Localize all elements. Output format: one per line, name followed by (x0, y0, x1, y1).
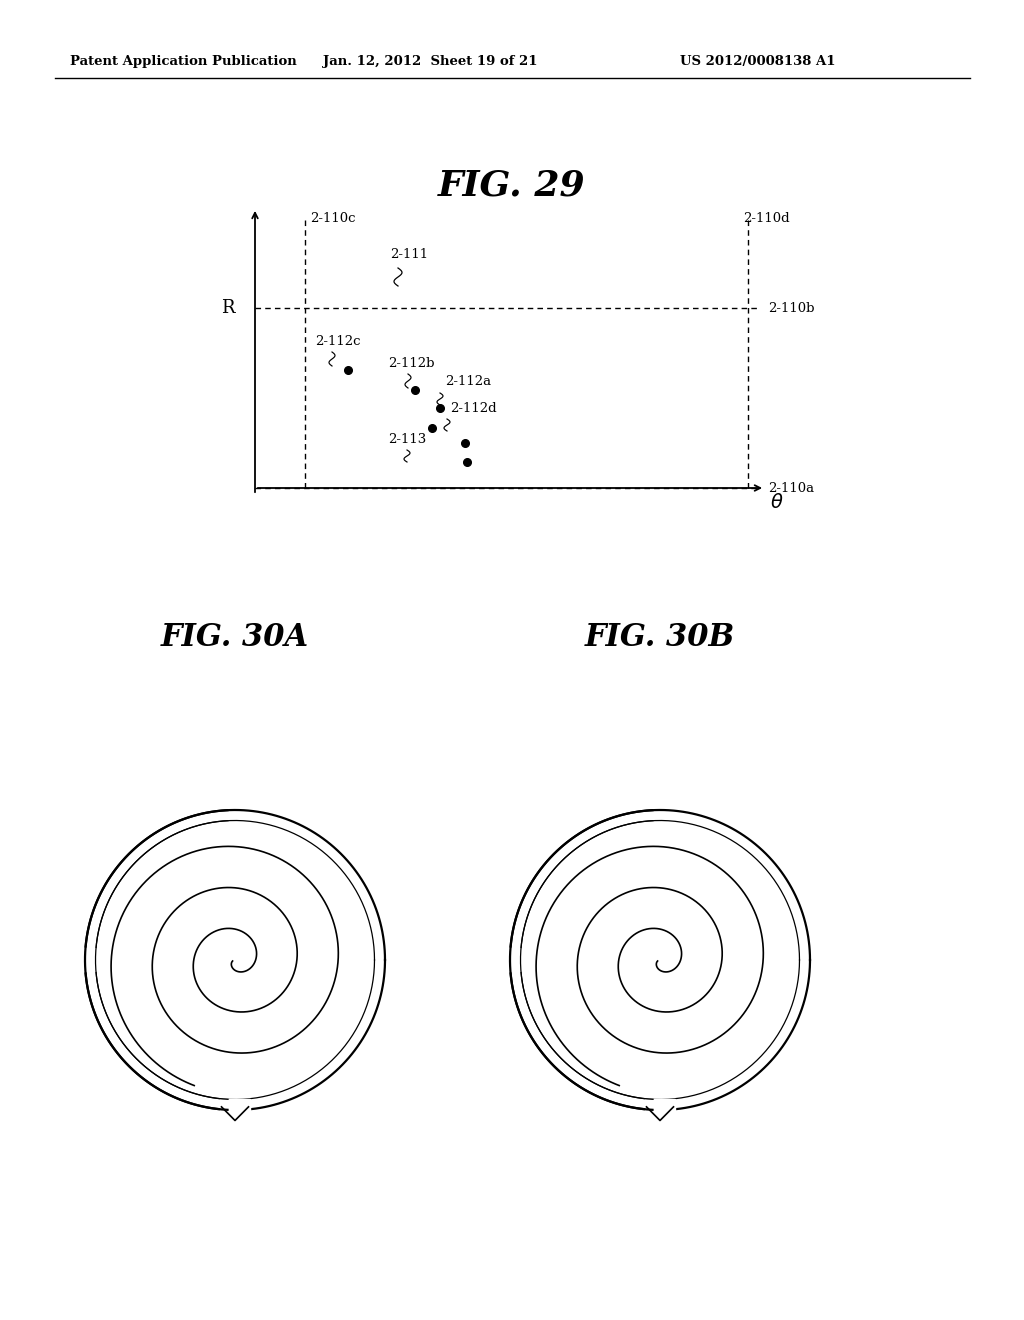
Text: $\theta$: $\theta$ (770, 492, 783, 512)
Text: FIG. 30A: FIG. 30A (161, 623, 309, 653)
Bar (220, 1100, 250, 1114)
Text: FIG. 29: FIG. 29 (438, 168, 586, 202)
Text: 2-110c: 2-110c (310, 213, 355, 224)
Text: Patent Application Publication: Patent Application Publication (70, 55, 297, 69)
Text: US 2012/0008138 A1: US 2012/0008138 A1 (680, 55, 836, 69)
Text: FIG. 30B: FIG. 30B (585, 623, 735, 653)
Bar (645, 1100, 675, 1114)
Text: 2-110d: 2-110d (743, 213, 790, 224)
Text: 2-112c: 2-112c (315, 335, 360, 348)
Text: 2-111: 2-111 (390, 248, 428, 261)
Text: R: R (221, 300, 234, 317)
Text: Jan. 12, 2012  Sheet 19 of 21: Jan. 12, 2012 Sheet 19 of 21 (323, 55, 538, 69)
Text: 2-113: 2-113 (388, 433, 426, 446)
Text: 2-112a: 2-112a (445, 375, 492, 388)
Text: 2-112d: 2-112d (450, 403, 497, 414)
Text: 2-110b: 2-110b (768, 301, 814, 314)
Text: 2-112b: 2-112b (388, 356, 434, 370)
Text: 2-110a: 2-110a (768, 482, 814, 495)
